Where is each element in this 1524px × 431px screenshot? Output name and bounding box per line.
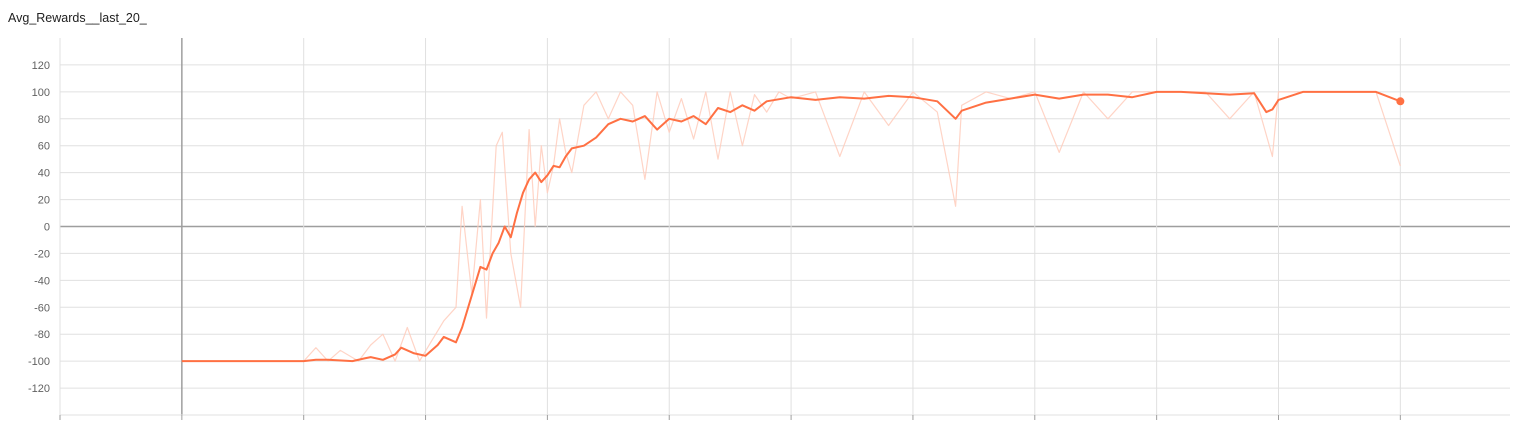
y-tick-label: 20	[38, 195, 50, 207]
y-tick-label: -20	[34, 248, 50, 260]
y-tick-label: 60	[38, 141, 50, 153]
y-tick-label: -120	[28, 383, 50, 395]
y-tick-label: 0	[44, 222, 50, 234]
chart-title: Avg_Rewards__last_20_	[8, 11, 147, 25]
y-tick-label: 120	[32, 60, 50, 72]
last-point-marker	[1396, 97, 1405, 106]
y-tick-label: 40	[38, 168, 50, 180]
raw-series-line	[181, 91, 1401, 362]
y-tick-label: -100	[28, 356, 50, 368]
smoothed-series-line	[181, 90, 1401, 363]
y-axis: 120 100 80 60 40 20 0 -20 -40 -60 -80 -100 -120	[28, 60, 50, 395]
y-tick-label: -60	[34, 302, 50, 314]
y-tick-label: -40	[34, 275, 50, 287]
series-layer	[181, 90, 1405, 363]
y-tick-label: 80	[38, 114, 50, 126]
x-axis	[59, 415, 1401, 420]
y-tick-label: 100	[32, 87, 50, 99]
y-tick-label: -80	[34, 329, 50, 341]
